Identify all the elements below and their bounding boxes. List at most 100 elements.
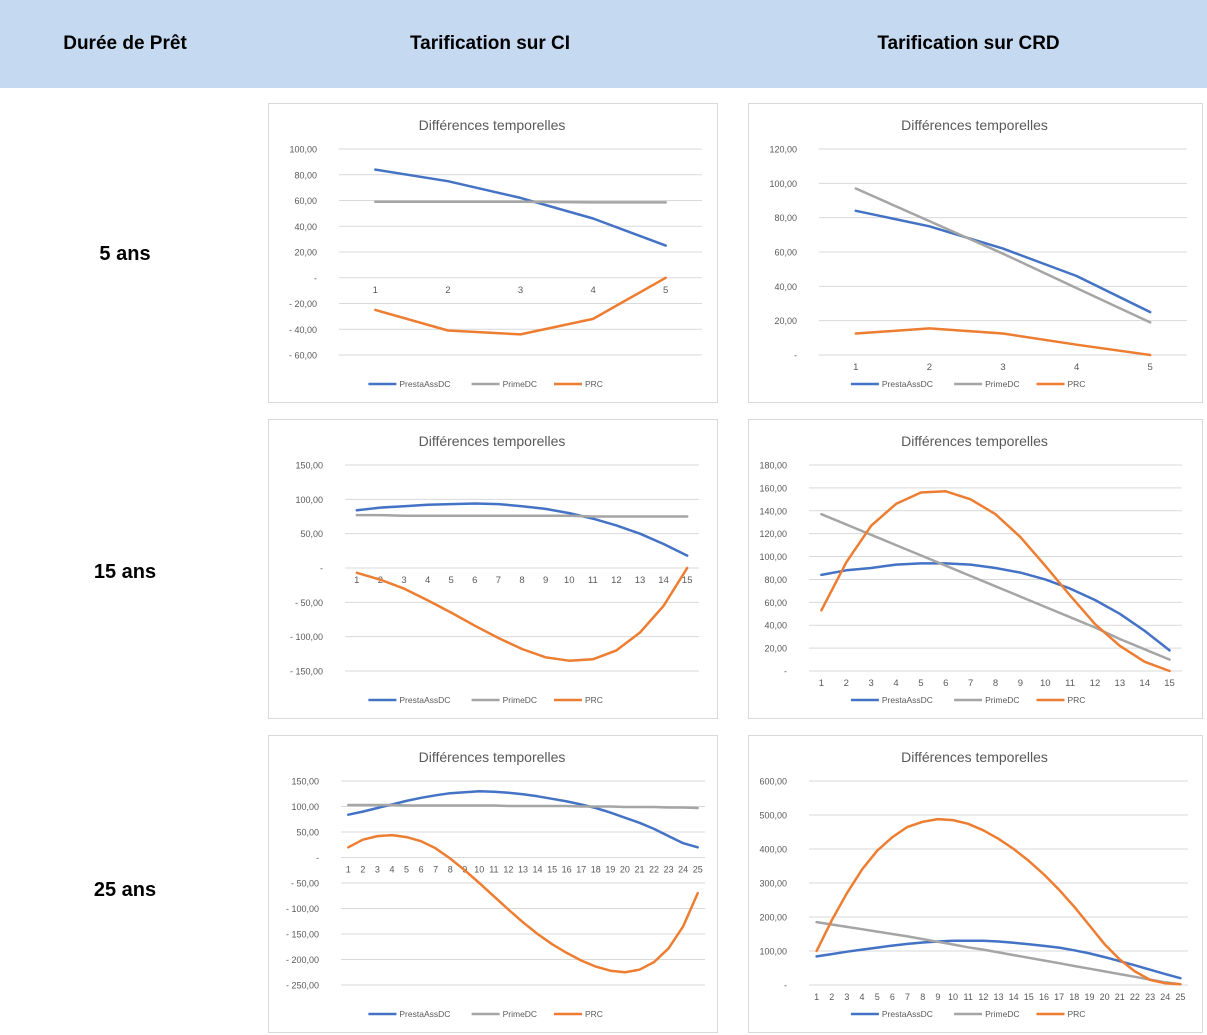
x-tick-label: 4 [425, 575, 430, 586]
header-duration: Durée de Prêt [63, 33, 187, 54]
y-tick-label: 20,00 [774, 316, 797, 326]
chart-svg: Différences temporelles - 20,00 40,00 60,00 8… [759, 433, 1182, 705]
y-tick-label: - [314, 273, 317, 283]
x-tick-label: 19 [1084, 992, 1094, 1002]
x-tick-label: 6 [943, 678, 948, 689]
legend-label-prc: PRC [1068, 379, 1086, 389]
x-tick-label: 22 [1130, 992, 1140, 1002]
x-tick-label: 6 [472, 575, 477, 586]
x-tick-label: 8 [519, 575, 524, 586]
x-tick-label: 7 [968, 678, 973, 689]
series-line-primedc [355, 513, 689, 518]
legend-label-primedc: PrimeDC [985, 695, 1019, 705]
legend-label-primedc: PrimeDC [503, 1009, 537, 1019]
x-tick-label: 17 [1054, 992, 1064, 1002]
legend-label-primedc: PrimeDC [503, 695, 537, 705]
y-tick-label: 80,00 [764, 575, 787, 585]
y-tick-label: 50,00 [296, 828, 319, 838]
x-tick-label: 7 [905, 992, 910, 1002]
x-tick-label: 14 [533, 865, 543, 875]
series-line-primedc [347, 803, 699, 810]
x-tick-label: 3 [869, 678, 874, 689]
x-tick-label: 4 [1074, 362, 1079, 373]
x-tick-label: 10 [564, 575, 575, 586]
y-tick-label: 180,00 [759, 461, 787, 471]
x-tick-label: 16 [1039, 992, 1049, 1002]
y-tick-label: 600,00 [759, 777, 787, 787]
x-tick-label: 1 [814, 992, 819, 1002]
x-tick-label: 11 [588, 575, 598, 586]
y-tick-label: - 250,00 [286, 981, 319, 991]
y-tick-label: - 40,00 [289, 325, 317, 335]
y-tick-label: 40,00 [294, 222, 317, 232]
legend-label-prc: PRC [585, 379, 603, 389]
series-line-prestaassdc [815, 939, 1182, 980]
series-line-prc [815, 817, 1182, 986]
x-tick-label: 10 [948, 992, 958, 1002]
legend-label-primedc: PrimeDC [985, 379, 1019, 389]
chart-title: Différences temporelles [419, 433, 566, 449]
x-tick-label: 7 [496, 575, 501, 586]
x-tick-label: 19 [605, 865, 615, 875]
x-tick-label: 14 [1139, 678, 1150, 689]
chart-title: Différences temporelles [901, 117, 1048, 133]
x-tick-label: 21 [634, 865, 644, 875]
series-line-primedc [374, 200, 667, 204]
y-tick-label: 100,00 [291, 802, 319, 812]
y-tick-label: 80,00 [294, 170, 317, 180]
y-tick-label: 40,00 [764, 621, 787, 631]
series-line-primedc [815, 920, 1182, 986]
x-tick-label: 25 [693, 865, 703, 875]
x-tick-label: 13 [1115, 678, 1126, 689]
x-tick-label: 6 [890, 992, 895, 1002]
chart-25y-crd: Différences temporelles - 100,00 200,00 300,… [748, 735, 1203, 1033]
row-label-15-years: 15 ans [93, 560, 157, 583]
y-tick-label: 60,00 [764, 598, 787, 608]
x-tick-label: 1 [346, 865, 351, 875]
y-tick-label: - 200,00 [286, 955, 319, 965]
x-tick-label: 4 [389, 865, 394, 875]
chart-5y-ci: Différences temporelles - 60,00 - 40,00 - 2… [268, 103, 718, 403]
y-tick-label: 100,00 [769, 179, 797, 189]
x-tick-label: 13 [635, 575, 646, 586]
row-label-5-years: 5 ans [99, 242, 151, 265]
legend-label-prestaassdc: PrestaAssDC [882, 695, 933, 705]
y-tick-label: 100,00 [759, 947, 787, 957]
y-tick-label: - 50,00 [291, 879, 319, 889]
y-tick-label: 50,00 [300, 529, 323, 539]
y-tick-label: 500,00 [759, 811, 787, 821]
x-tick-label: 10 [1040, 678, 1051, 689]
chart-svg: Différences temporelles - 100,00 200,00 300,… [759, 749, 1188, 1019]
x-tick-label: 2 [829, 992, 834, 1002]
x-tick-label: 20 [620, 865, 630, 875]
x-tick-label: 22 [649, 865, 659, 875]
legend-label-prc: PRC [585, 695, 603, 705]
y-tick-label: - [784, 667, 787, 677]
x-tick-label: 3 [844, 992, 849, 1002]
y-tick-label: 80,00 [774, 213, 797, 223]
series-line-prc [820, 490, 1171, 673]
legend-label-prestaassdc: PrestaAssDC [399, 379, 450, 389]
x-tick-label: 14 [658, 575, 669, 586]
x-tick-label: 14 [1009, 992, 1019, 1002]
chart-title: Différences temporelles [419, 117, 566, 133]
legend-label-prestaassdc: PrestaAssDC [399, 1009, 450, 1019]
chart-svg: Différences temporelles- 250,00- 200,00-… [286, 749, 705, 1019]
x-tick-label: 11 [1065, 678, 1075, 689]
series-line-prestaassdc [347, 789, 699, 849]
table-header: Durée de Prêt Tarification sur CI Tarifi… [0, 0, 1207, 88]
y-tick-label: - [794, 351, 797, 361]
x-tick-label: 12 [503, 865, 513, 875]
row-label-25-years: 25 ans [93, 878, 157, 901]
y-tick-label: - 150,00 [286, 930, 319, 940]
y-tick-label: 100,00 [289, 145, 317, 155]
x-tick-label: 4 [590, 285, 595, 296]
x-tick-label: 3 [375, 865, 380, 875]
x-tick-label: 9 [935, 992, 940, 1002]
legend-label-primedc: PrimeDC [503, 379, 537, 389]
y-tick-label: - 100,00 [286, 904, 319, 914]
x-tick-label: 5 [663, 285, 668, 296]
x-tick-label: 25 [1175, 992, 1185, 1002]
x-tick-label: 24 [1160, 992, 1170, 1002]
y-tick-label: - 20,00 [289, 299, 317, 309]
